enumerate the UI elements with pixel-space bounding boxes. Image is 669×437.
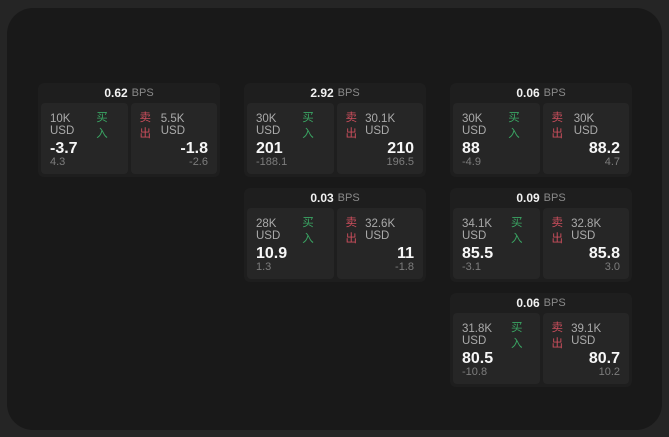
sell-panel[interactable]: 卖出 5.5K USD -1.8 -2.6 — [130, 103, 217, 174]
quote-card-5: 0.09 BPS 34.1K USD 买入 85.5 -3.1 卖出 32.8K… — [450, 188, 632, 282]
sell-change: 196.5 — [386, 156, 414, 168]
buy-change: -10.8 — [462, 366, 488, 378]
buy-panel[interactable]: 28K USD 买入 10.9 1.3 — [247, 208, 334, 279]
buy-change: -188.1 — [256, 156, 288, 168]
sell-amount: 32.6K USD — [365, 218, 396, 242]
buy-panel[interactable]: 31.8K USD 买入 80.5 -10.8 — [453, 313, 540, 384]
buy-amount: 31.8K USD — [462, 323, 493, 347]
sell-side-label: 卖出 — [551, 112, 564, 140]
spread-unit: BPS — [337, 192, 360, 204]
spread-unit: BPS — [543, 87, 566, 99]
spread-unit: BPS — [131, 87, 154, 99]
quote-body: 30K USD 买入 201 -188.1 卖出 30.1K USD 210 1… — [247, 103, 423, 174]
buy-change: 1.3 — [256, 261, 272, 273]
buy-panel[interactable]: 10K USD 买入 -3.7 4.3 — [41, 103, 128, 174]
sell-change: 3.0 — [604, 261, 620, 273]
buy-change: -3.1 — [462, 261, 481, 273]
sell-amount: 32.8K USD — [571, 218, 602, 242]
buy-amount: 28K USD — [256, 218, 281, 242]
buy-panel[interactable]: 30K USD 买入 88 -4.9 — [453, 103, 540, 174]
quote-body: 30K USD 买入 88 -4.9 卖出 30K USD 88.2 4.7 — [453, 103, 629, 174]
sell-change: 10.2 — [598, 366, 620, 378]
buy-change: -4.9 — [462, 156, 481, 168]
spread-header: 2.92 BPS — [247, 83, 423, 103]
spread-value: 0.06 — [516, 296, 540, 310]
spread-header: 0.06 BPS — [453, 83, 629, 103]
spread-header: 0.09 BPS — [453, 188, 629, 208]
quote-card-6: 0.06 BPS 31.8K USD 买入 80.5 -10.8 卖出 39.1… — [450, 293, 632, 387]
spread-unit: BPS — [543, 297, 566, 309]
buy-side-label: 买入 — [510, 217, 523, 245]
sell-panel[interactable]: 卖出 32.8K USD 85.8 3.0 — [542, 208, 629, 279]
buy-price: 80.5 — [462, 350, 494, 367]
quote-card-1: 0.62 BPS 10K USD 买入 -3.7 4.3 卖出 5.5K USD… — [38, 83, 220, 177]
quote-body: 34.1K USD 买入 85.5 -3.1 卖出 32.8K USD 85.8… — [453, 208, 629, 279]
quote-card-4: 0.03 BPS 28K USD 买入 10.9 1.3 卖出 32.6K US… — [244, 188, 426, 282]
buy-price: -3.7 — [50, 140, 78, 157]
spread-unit: BPS — [543, 192, 566, 204]
spread-value: 0.06 — [516, 86, 540, 100]
buy-panel[interactable]: 30K USD 买入 201 -188.1 — [247, 103, 334, 174]
spread-header: 0.03 BPS — [247, 188, 423, 208]
spread-unit: BPS — [337, 87, 360, 99]
sell-amount: 30K USD — [573, 113, 598, 137]
sell-panel[interactable]: 卖出 32.6K USD 11 -1.8 — [336, 208, 423, 279]
sell-amount: 30.1K USD — [365, 113, 396, 137]
buy-amount: 30K USD — [462, 113, 487, 137]
sell-price: 11 — [397, 245, 414, 262]
buy-side-label: 买入 — [302, 112, 314, 140]
buy-price: 201 — [256, 140, 283, 157]
spread-value: 0.62 — [104, 86, 128, 100]
sell-panel[interactable]: 卖出 30.1K USD 210 196.5 — [336, 103, 423, 174]
buy-price: 88 — [462, 140, 480, 157]
spread-value: 2.92 — [310, 86, 334, 100]
sell-side-label: 卖出 — [345, 217, 358, 245]
quote-body: 31.8K USD 买入 80.5 -10.8 卖出 39.1K USD 80.… — [453, 313, 629, 384]
sell-price: 80.7 — [588, 350, 620, 367]
sell-side-label: 卖出 — [139, 112, 152, 140]
buy-side-label: 买入 — [96, 112, 108, 140]
sell-panel[interactable]: 卖出 30K USD 88.2 4.7 — [542, 103, 629, 174]
buy-price: 85.5 — [462, 245, 494, 262]
sell-price: 88.2 — [588, 140, 620, 157]
sell-price: 210 — [387, 140, 414, 157]
quote-card-3: 0.06 BPS 30K USD 买入 88 -4.9 卖出 30K USD 8… — [450, 83, 632, 177]
sell-side-label: 卖出 — [345, 112, 358, 140]
sell-price: 85.8 — [588, 245, 620, 262]
spread-value: 0.09 — [516, 191, 540, 205]
sell-panel[interactable]: 卖出 39.1K USD 80.7 10.2 — [542, 313, 629, 384]
sell-amount: 39.1K USD — [571, 323, 602, 347]
sell-change: -2.6 — [189, 156, 208, 168]
sell-amount: 5.5K USD — [160, 113, 186, 137]
buy-amount: 34.1K USD — [462, 218, 493, 242]
sell-side-label: 卖出 — [551, 322, 564, 350]
buy-side-label: 买入 — [510, 322, 523, 350]
quote-body: 28K USD 买入 10.9 1.3 卖出 32.6K USD 11 -1.8 — [247, 208, 423, 279]
sell-change: -1.8 — [395, 261, 414, 273]
spread-value: 0.03 — [310, 191, 334, 205]
buy-change: 4.3 — [50, 156, 66, 168]
spread-header: 0.06 BPS — [453, 293, 629, 313]
sell-change: 4.7 — [604, 156, 620, 168]
buy-amount: 10K USD — [50, 113, 75, 137]
spread-header: 0.62 BPS — [41, 83, 217, 103]
buy-price: 10.9 — [256, 245, 288, 262]
buy-side-label: 买入 — [302, 217, 314, 245]
buy-amount: 30K USD — [256, 113, 281, 137]
quote-card-2: 2.92 BPS 30K USD 买入 201 -188.1 卖出 30.1K … — [244, 83, 426, 177]
sell-price: -1.8 — [180, 140, 208, 157]
buy-side-label: 买入 — [508, 112, 520, 140]
buy-panel[interactable]: 34.1K USD 买入 85.5 -3.1 — [453, 208, 540, 279]
sell-side-label: 卖出 — [551, 217, 564, 245]
quote-body: 10K USD 买入 -3.7 4.3 卖出 5.5K USD -1.8 -2.… — [41, 103, 217, 174]
